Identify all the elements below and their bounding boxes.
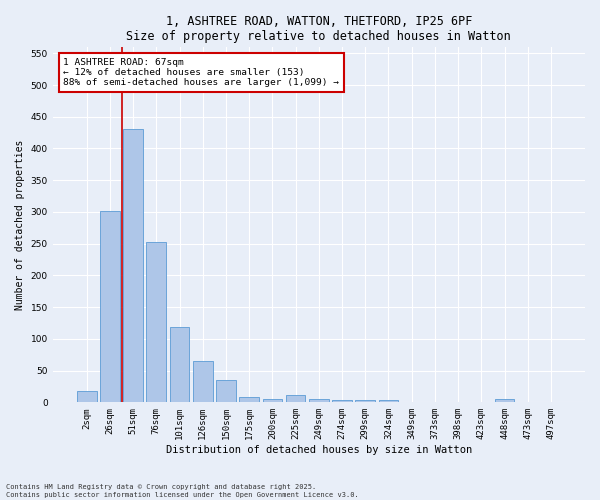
Bar bbox=[146, 242, 166, 402]
Bar bbox=[263, 399, 282, 402]
Bar bbox=[379, 400, 398, 402]
Bar bbox=[494, 399, 514, 402]
Bar bbox=[239, 396, 259, 402]
Y-axis label: Number of detached properties: Number of detached properties bbox=[15, 140, 25, 310]
Title: 1, ASHTREE ROAD, WATTON, THETFORD, IP25 6PF
Size of property relative to detache: 1, ASHTREE ROAD, WATTON, THETFORD, IP25 … bbox=[127, 15, 511, 43]
Bar bbox=[193, 361, 212, 403]
Bar bbox=[170, 328, 190, 402]
Bar bbox=[309, 399, 329, 402]
Text: Contains HM Land Registry data © Crown copyright and database right 2025.
Contai: Contains HM Land Registry data © Crown c… bbox=[6, 484, 359, 498]
Bar bbox=[77, 391, 97, 402]
Text: 1 ASHTREE ROAD: 67sqm
← 12% of detached houses are smaller (153)
88% of semi-det: 1 ASHTREE ROAD: 67sqm ← 12% of detached … bbox=[64, 58, 340, 88]
X-axis label: Distribution of detached houses by size in Watton: Distribution of detached houses by size … bbox=[166, 445, 472, 455]
Bar bbox=[123, 130, 143, 402]
Bar bbox=[216, 380, 236, 402]
Bar bbox=[286, 396, 305, 402]
Bar bbox=[355, 400, 375, 402]
Bar bbox=[100, 210, 120, 402]
Bar bbox=[332, 400, 352, 402]
